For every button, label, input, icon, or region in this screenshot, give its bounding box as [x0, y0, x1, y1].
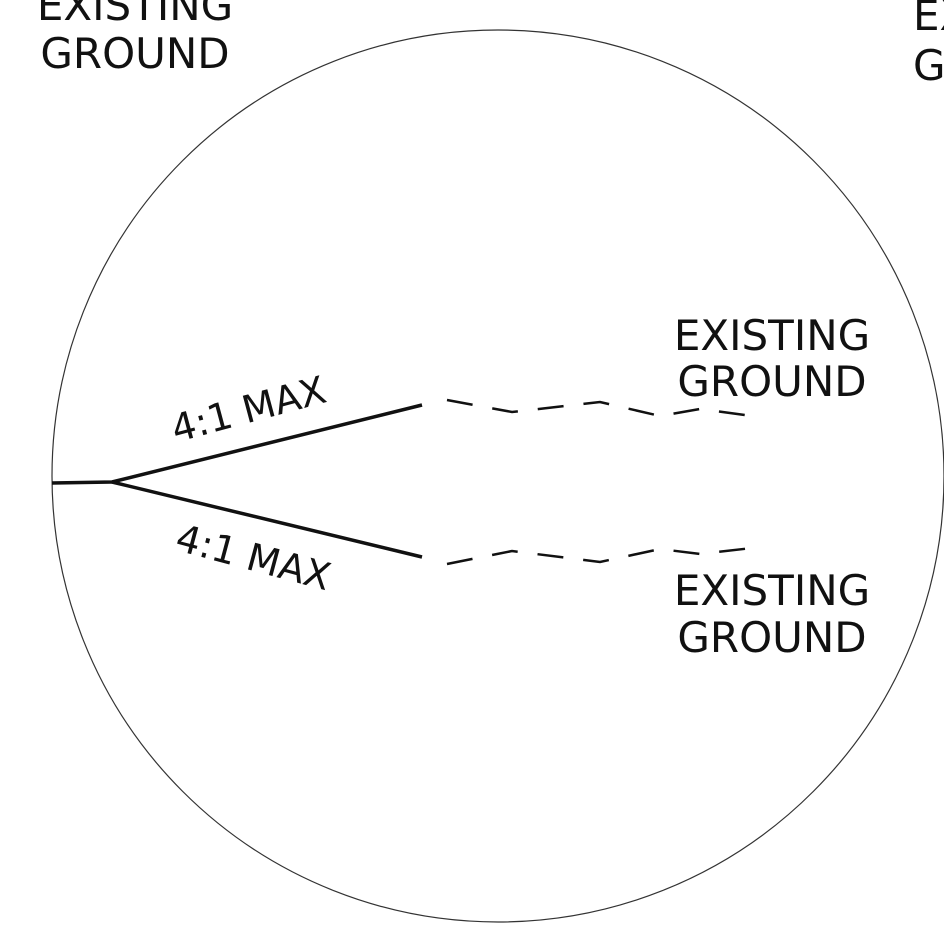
- lower-existing-ground-line: [446, 546, 753, 566]
- label-line: EXISTING: [674, 566, 870, 615]
- slope-label: 4:1 MAX: [167, 368, 331, 451]
- label-line: EXISTING: [37, 0, 233, 30]
- label-line: GROUND: [40, 29, 229, 78]
- upper-existing-ground-line: [446, 398, 753, 418]
- lower-slope-line: [111, 480, 423, 559]
- label-line: EXISTING: [674, 311, 870, 360]
- label-line: GROUND: [677, 357, 866, 406]
- label-line: GROUND: [677, 613, 866, 662]
- label-line: EXISTING: [913, 0, 944, 40]
- label-line: GROUND: [913, 41, 944, 90]
- slope-label: 4:1 MAX: [171, 516, 335, 599]
- detail-circle: [51, 29, 944, 923]
